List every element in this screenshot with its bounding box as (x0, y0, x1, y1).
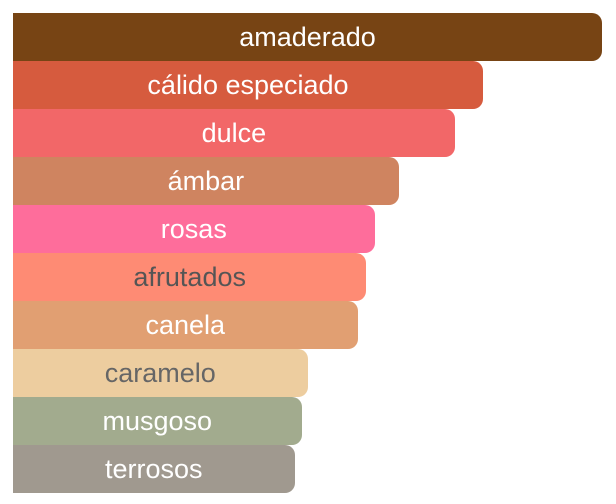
bar-label: afrutados (133, 261, 246, 292)
bar-4: rosas (13, 205, 375, 253)
bar-label: caramelo (104, 357, 216, 388)
bar-3: ámbar (13, 157, 399, 205)
bar-label: canela (145, 309, 226, 340)
bar-8: musgoso (13, 397, 302, 445)
bar-2: dulce (13, 109, 455, 157)
bar-label: rosas (160, 213, 227, 244)
bar-label: amaderado (239, 21, 376, 52)
bar-5: afrutados (13, 253, 367, 301)
bar-1: cálido especiado (13, 61, 484, 109)
bar-0: amaderado (13, 13, 602, 61)
bar-label: ámbar (167, 165, 245, 196)
bar-9: terrosos (13, 445, 295, 493)
bar-label: musgoso (102, 405, 213, 436)
bar-label: terrosos (104, 453, 203, 484)
bar-label: dulce (201, 117, 267, 148)
bar-6: canela (13, 301, 358, 349)
bar-label: cálido especiado (147, 69, 349, 100)
bar-7: caramelo (13, 349, 308, 397)
accords-bar-chart: amaderado cálido especiado dulce ámbar rosas… (13, 13, 602, 493)
